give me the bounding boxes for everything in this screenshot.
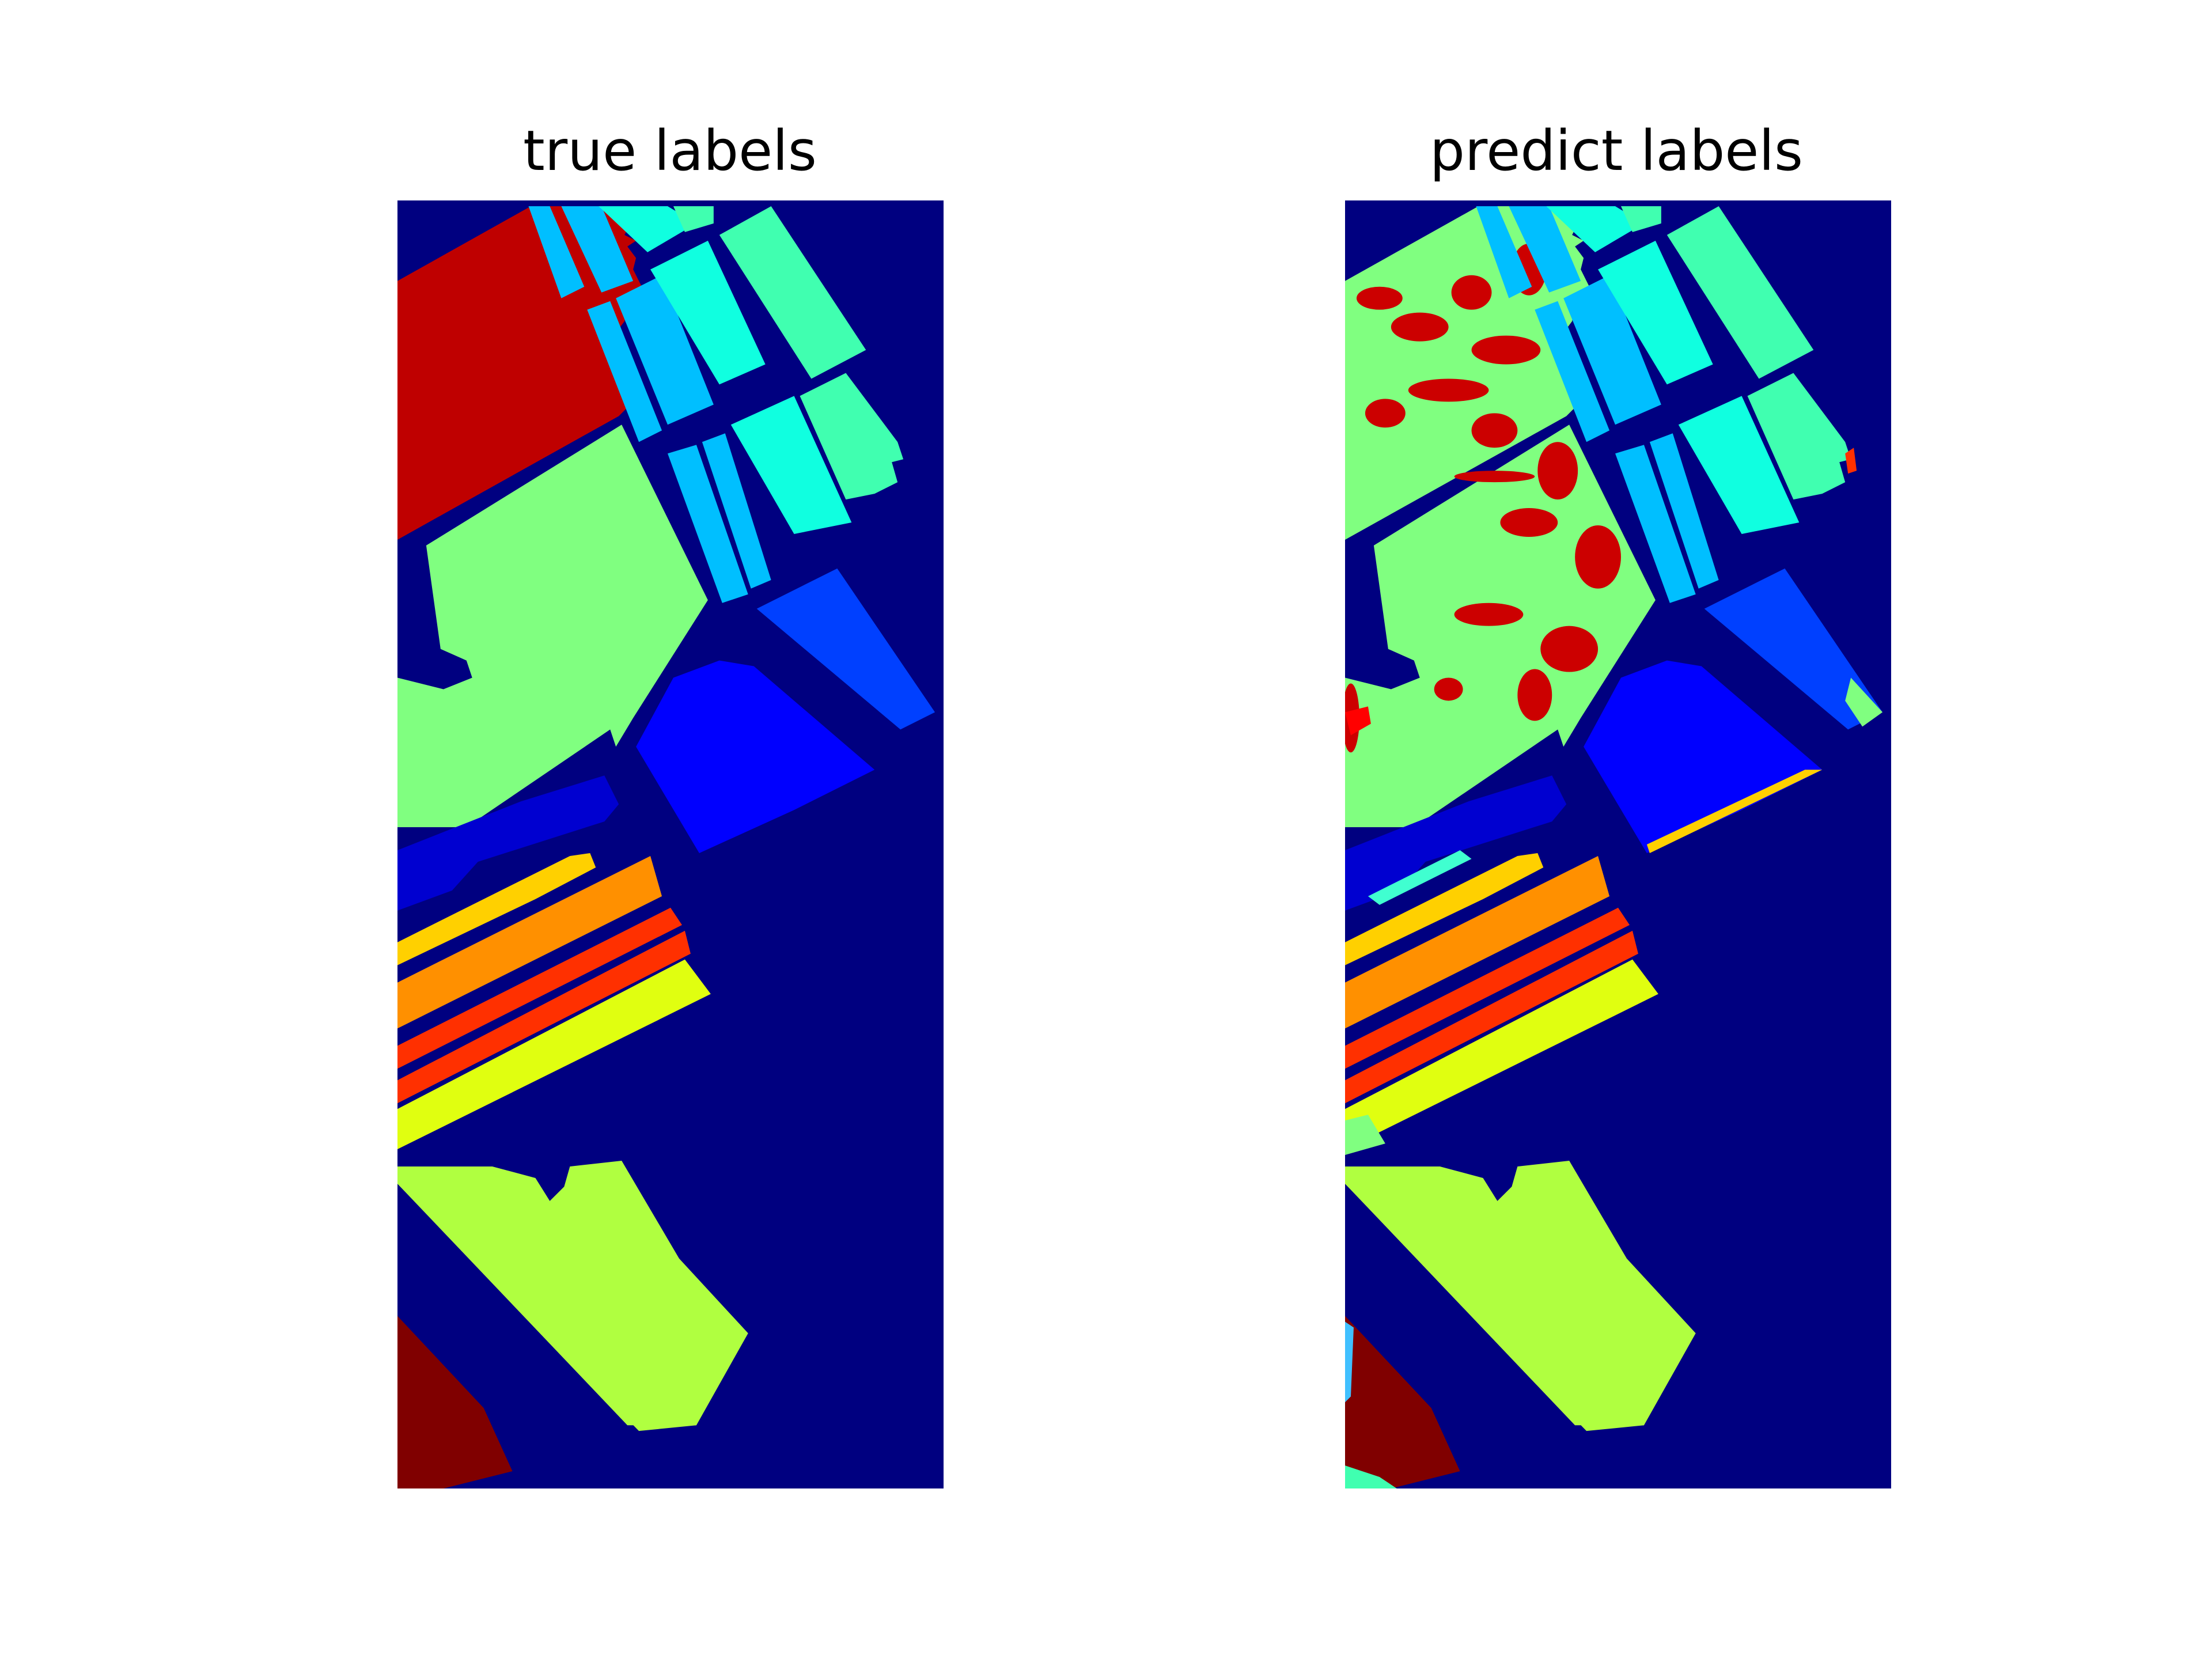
light-green-region [1345, 425, 1656, 828]
red-orange-region [397, 907, 682, 1069]
pure-blue-region [636, 660, 875, 853]
blue-right-region [756, 568, 935, 730]
lime-region [1345, 1161, 1696, 1426]
light-green-region [397, 425, 708, 828]
misclassified-speckles [1345, 1465, 1397, 1488]
light-blue-region [668, 445, 748, 603]
light-blue-region [1615, 445, 1696, 603]
red-orange-region [397, 930, 691, 1104]
light-blue-region [561, 206, 634, 293]
teal-green-region [719, 206, 866, 379]
light-blue-region [1649, 433, 1719, 589]
label-map-true [397, 200, 944, 1488]
yellow-green-region [1345, 959, 1658, 1150]
medium-blue-region [397, 775, 619, 911]
yellow-green-region [397, 959, 711, 1150]
misclassified-speckles [1845, 677, 1883, 727]
light-blue-region [616, 275, 714, 425]
light-blue-region [1509, 206, 1581, 293]
teal-green-region [1620, 206, 1661, 232]
dark-red-region [397, 1316, 513, 1488]
yellow-region [1345, 853, 1544, 965]
light-blue-region [528, 206, 585, 298]
cyan-region [1598, 240, 1713, 385]
blue-right-region [1704, 568, 1883, 730]
misclassified-speckles [1345, 442, 1621, 753]
panel-title: predict labels [1429, 119, 1804, 183]
yellow-region [397, 853, 596, 965]
label-map-predict [1345, 200, 1891, 1488]
misclassified-speckles [1368, 850, 1472, 905]
cyan-region [730, 396, 852, 534]
light-blue-region [587, 301, 662, 442]
light-green-region [397, 677, 467, 828]
pure-blue-region [1584, 660, 1823, 853]
orange-region [1345, 855, 1610, 1029]
light-blue-region [702, 433, 771, 589]
cyan-region [1678, 396, 1800, 534]
misclassified-speckles [1345, 1321, 1354, 1403]
cyan-region [1546, 206, 1644, 252]
orange-region [397, 855, 662, 1029]
red-field-region [397, 206, 642, 540]
light-blue-region [1563, 275, 1661, 425]
misclassified-speckles [1646, 770, 1823, 853]
light-blue-region [1535, 301, 1610, 442]
teal-green-region [800, 373, 904, 500]
panel-title: true labels [523, 119, 817, 183]
misclassified-speckles [1845, 448, 1857, 474]
teal-green-region [1747, 373, 1851, 500]
red-orange-region [1345, 930, 1638, 1104]
label-map-svg [1345, 200, 1891, 1488]
cyan-region [599, 206, 696, 252]
cyan-region [650, 240, 766, 385]
misclassified-speckles [1345, 706, 1371, 736]
teal-green-region [1666, 206, 1814, 379]
red-orange-region [1345, 907, 1630, 1069]
teal-green-region [673, 206, 714, 232]
medium-blue-region [1345, 775, 1567, 911]
label-map-svg [397, 200, 944, 1488]
light-blue-region [1476, 206, 1532, 298]
dark-red-region [1345, 1316, 1460, 1488]
lime-region [397, 1166, 696, 1431]
misclassified-speckles [1345, 1115, 1385, 1156]
misclassified-speckles [1356, 243, 1547, 448]
